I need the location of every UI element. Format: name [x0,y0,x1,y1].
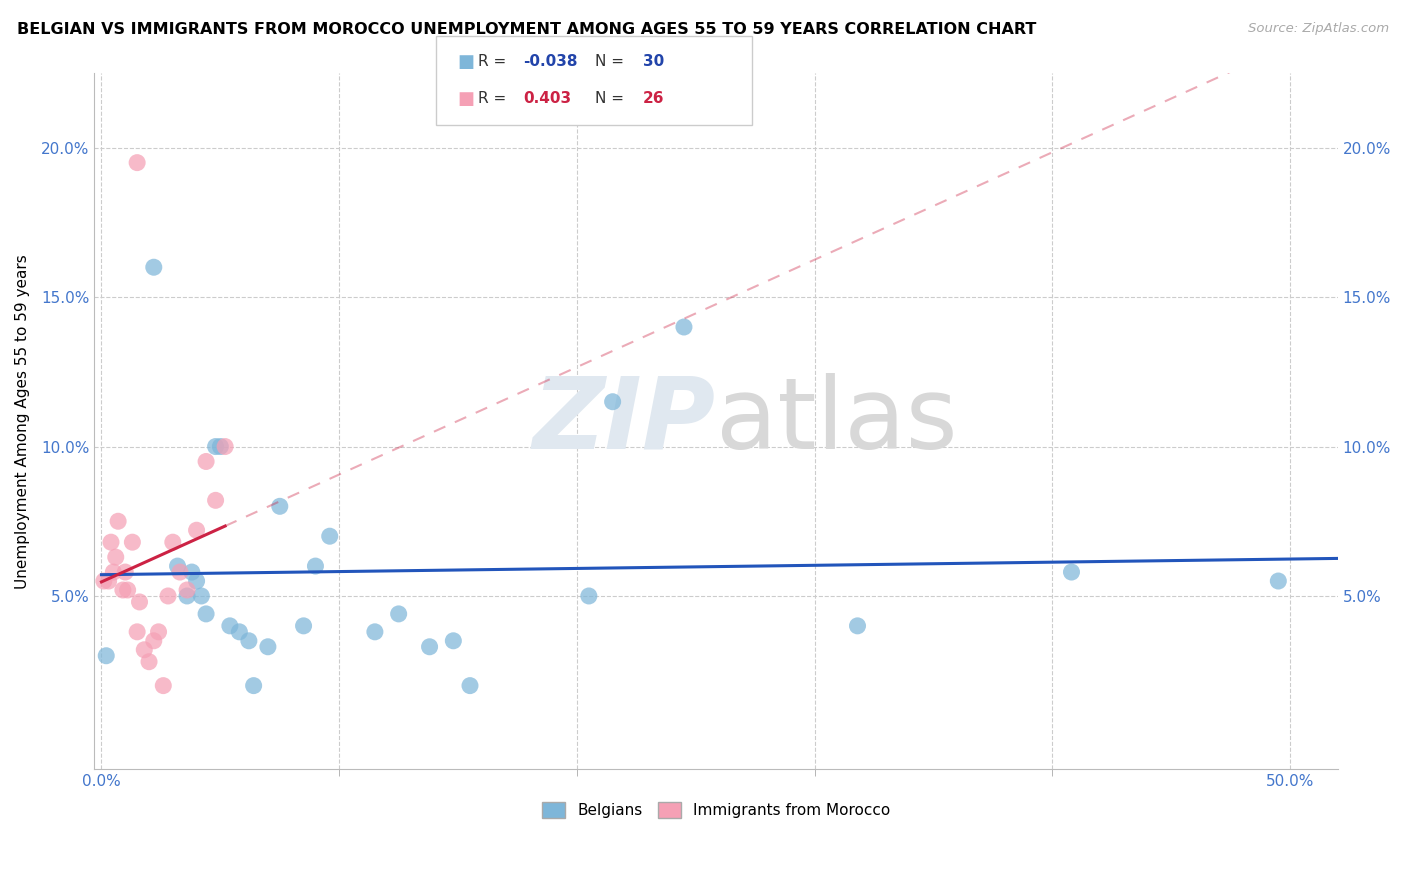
Point [388,607,411,621]
Point [228,624,250,639]
Point [186,574,208,588]
Point [128,595,150,609]
Point [117,582,139,597]
Text: R =: R = [478,54,512,70]
Point [269,500,291,514]
Point [157,589,180,603]
Point [204,440,226,454]
Point [190,589,212,603]
Point [186,523,208,537]
Point [103,565,125,579]
Point [304,559,326,574]
Point [257,640,280,654]
Point [238,633,260,648]
Point [419,640,441,654]
Point [166,559,188,574]
Point [204,493,226,508]
Point [127,624,149,639]
Point [148,624,170,639]
Point [846,619,869,633]
Point [242,679,264,693]
Point [97,574,120,588]
Point [195,454,218,468]
Text: 0.403: 0.403 [523,91,571,106]
Point [138,655,160,669]
Text: -0.038: -0.038 [523,54,578,70]
Point [1267,574,1289,588]
Text: BELGIAN VS IMMIGRANTS FROM MOROCCO UNEMPLOYMENT AMONG AGES 55 TO 59 YEARS CORREL: BELGIAN VS IMMIGRANTS FROM MOROCCO UNEMP… [17,22,1036,37]
Point [180,565,202,579]
Point [602,394,624,409]
Point [292,619,315,633]
Point [93,574,115,588]
Point [114,565,136,579]
Legend: Belgians, Immigrants from Morocco: Belgians, Immigrants from Morocco [536,797,896,824]
Point [195,607,218,621]
Point [142,260,165,275]
Point [111,582,134,597]
Text: ■: ■ [457,90,474,108]
Text: 26: 26 [643,91,664,106]
Point [127,155,149,169]
Point [458,679,481,693]
Point [214,440,236,454]
Text: ZIP: ZIP [533,373,716,470]
Point [100,535,122,549]
Text: atlas: atlas [716,373,957,470]
Text: ■: ■ [457,53,474,70]
Text: N =: N = [595,91,628,106]
Point [578,589,600,603]
Point [218,619,240,633]
Point [152,679,174,693]
Point [169,565,191,579]
Point [441,633,464,648]
Text: Source: ZipAtlas.com: Source: ZipAtlas.com [1249,22,1389,36]
Point [209,440,232,454]
Point [672,320,695,334]
Point [121,535,143,549]
Point [364,624,387,639]
Text: R =: R = [478,91,516,106]
Point [162,535,184,549]
Y-axis label: Unemployment Among Ages 55 to 59 years: Unemployment Among Ages 55 to 59 years [15,253,30,589]
Point [104,550,127,565]
Point [1060,565,1083,579]
Point [319,529,342,543]
Text: N =: N = [595,54,628,70]
Point [96,648,118,663]
Point [176,589,198,603]
Point [134,642,156,657]
Point [142,633,165,648]
Point [176,582,198,597]
Point [107,514,129,528]
Text: 30: 30 [643,54,664,70]
